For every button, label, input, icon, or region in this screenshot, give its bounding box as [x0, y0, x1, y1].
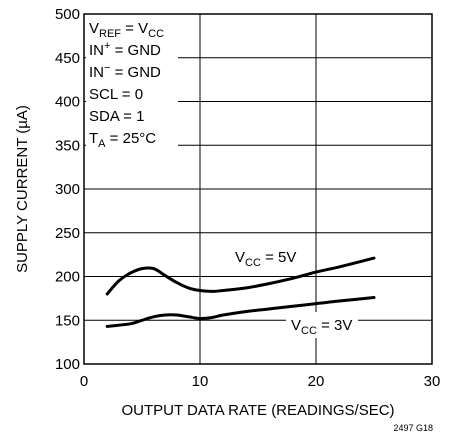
- x-tick-label: 20: [308, 373, 325, 390]
- series-lines: [105, 256, 376, 328]
- x-axis-label: OUTPUT DATA RATE (READINGS/SEC): [121, 402, 394, 419]
- series-labels: VCC = 5V VCC = 3V: [230, 244, 358, 338]
- condition-line: SCL = 0: [89, 86, 143, 103]
- condition-line: SDA = 1: [89, 108, 144, 125]
- series-label-vcc-5v: VCC = 5V: [235, 249, 296, 269]
- y-tick-label: 200: [55, 269, 80, 286]
- series-line-vcc-5v: [105, 256, 376, 296]
- y-tick-label: 250: [55, 225, 80, 242]
- series-label-vcc-3v: VCC = 3V: [291, 317, 352, 337]
- series-label-background: [286, 312, 358, 338]
- x-tick-label: 10: [192, 373, 209, 390]
- condition-line: IN− = GND: [89, 62, 161, 81]
- condition-line: VREF = VCC: [89, 20, 164, 40]
- y-tick-label: 300: [55, 181, 80, 198]
- y-tick-label: 400: [55, 94, 80, 111]
- y-axis-label: SUPPLY CURRENT (µA): [14, 105, 31, 273]
- y-tick-label: 150: [55, 312, 80, 329]
- y-tick-label: 350: [55, 137, 80, 154]
- figure-id: 2497 G18: [393, 423, 433, 433]
- y-tick-label: 450: [55, 50, 80, 67]
- x-tick-label: 30: [424, 373, 441, 390]
- series-label-background: [230, 244, 302, 270]
- series-line-vcc-3v: [105, 296, 376, 328]
- x-tick-label: 0: [80, 373, 88, 390]
- plot-frame: [83, 13, 433, 365]
- y-tick-label: 500: [55, 6, 80, 23]
- y-tick-label: 100: [55, 356, 80, 373]
- condition-line: TA = 25°C: [89, 130, 156, 150]
- condition-line: IN+ = GND: [89, 40, 161, 59]
- conditions-background: [86, 16, 178, 148]
- x-tick-labels: 0 10 20 30: [80, 373, 441, 390]
- y-tick-labels: 100 150 200 250 300 350 400 450 500: [55, 6, 80, 373]
